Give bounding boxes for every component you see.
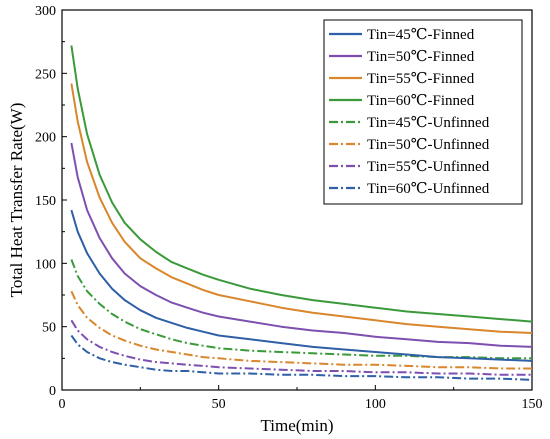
x-tick-label: 100 (365, 397, 386, 412)
series-line (70, 319, 532, 376)
y-tick-label: 100 (35, 257, 56, 272)
legend-label: Tin=60℃-Finned (367, 93, 475, 109)
y-tick-label: 200 (35, 131, 56, 146)
x-axis-title: Time(min) (260, 416, 333, 435)
y-tick-label: 150 (35, 194, 56, 209)
series-line (70, 142, 533, 348)
legend: Tin=45℃-Finned Tin=50℃-Finned Tin=55℃-Finn… (323, 19, 523, 205)
legend-label: Tin=45℃-Unfinned (367, 115, 490, 131)
series-line (70, 334, 533, 381)
y-tick-label: 300 (35, 4, 56, 19)
legend-label: Tin=55℃-Finned (367, 71, 475, 87)
y-axis-title: Total Heat Transfer Rate(W) (7, 103, 26, 298)
legend-label: Tin=50℃-Unfinned (367, 137, 490, 153)
legend-label: Tin=45℃-Finned (367, 27, 475, 43)
legend-label: Tin=55℃-Unfinned (367, 159, 490, 175)
legend-label: Tin=50℃-Finned (367, 49, 475, 65)
x-tick-label: 50 (212, 397, 226, 412)
series-line (70, 209, 533, 362)
series-layer (70, 45, 533, 381)
series-line (70, 290, 532, 370)
y-tick-label: 50 (42, 321, 56, 336)
x-tick-label: 0 (59, 397, 66, 412)
axis-layer: 0 50 100 150 0 50 100 150 200 250 300 (35, 4, 543, 412)
series-line (70, 83, 533, 334)
legend-label: Tin=60℃-Unfinned (367, 181, 490, 197)
y-tick-label: 0 (49, 384, 56, 399)
y-tick-label: 250 (35, 67, 56, 82)
legend-frame (323, 19, 523, 205)
x-tick-label: 150 (522, 397, 543, 412)
series-line (70, 45, 533, 323)
